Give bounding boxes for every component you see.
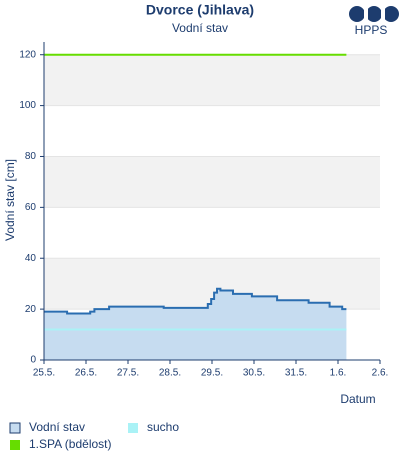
legend-swatch: [10, 440, 20, 450]
y-tick-label: 100: [19, 100, 36, 111]
y-tick-label: 20: [25, 304, 37, 315]
legend-label: Vodní stav: [29, 420, 85, 434]
x-tick-label: 31.5.: [285, 368, 307, 379]
grid-band: [44, 54, 380, 106]
x-tick-label: 27.5.: [117, 368, 139, 379]
x-axis-label: Datum: [340, 392, 375, 406]
x-tick-label: 2.6.: [372, 368, 389, 379]
x-tick-label: 26.5.: [75, 368, 97, 379]
legend-label: sucho: [147, 420, 179, 434]
y-tick-label: 40: [25, 253, 37, 264]
y-axis-label: Vodní stav [cm]: [3, 159, 17, 241]
chart-title: Dvorce (Jihlava): [146, 2, 254, 18]
chart-subtitle: Vodní stav: [172, 21, 228, 35]
x-tick-label: 1.6.: [330, 368, 347, 379]
y-tick-label: 60: [25, 202, 37, 213]
y-tick-label: 80: [25, 151, 37, 162]
logo: HPPS: [349, 4, 399, 37]
y-tick-label: 120: [19, 49, 36, 60]
legend-label: 1.SPA (bdělost): [29, 437, 112, 451]
logo-text: HPPS: [355, 23, 388, 37]
x-tick-label: 25.5.: [33, 368, 55, 379]
x-tick-label: 28.5.: [159, 368, 181, 379]
legend-swatch: [9, 422, 21, 434]
line: [44, 287, 347, 315]
legend-swatch: [128, 423, 138, 433]
y-tick-label: 0: [30, 355, 36, 366]
grid-band: [44, 156, 380, 208]
x-tick-label: 30.5.: [243, 368, 265, 379]
x-tick-label: 29.5.: [201, 368, 223, 379]
